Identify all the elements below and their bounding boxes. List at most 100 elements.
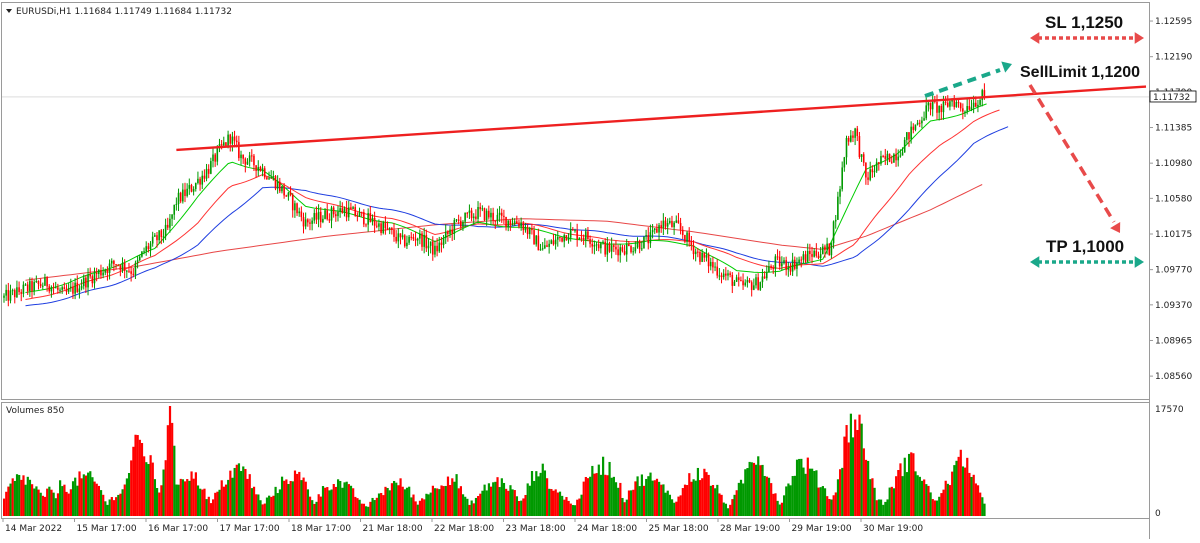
volume-bar [806,457,809,516]
chart-menu-triangle-icon[interactable] [6,9,12,13]
volume-bar [7,486,10,516]
candle-body [302,217,305,227]
volume-bar [819,487,822,516]
candle-body [388,227,391,229]
volume-bar [364,506,368,516]
volume-bar [593,473,596,516]
volume-bar [636,476,639,516]
candle-body [535,235,538,245]
candle-body [255,165,257,171]
sell-limit-arrow [924,68,1001,98]
tp-arrow-left-head-icon [1030,256,1040,268]
x-tick-label: 18 Mar 17:00 [291,524,351,534]
sl-label: SL 1,1250 [1045,13,1123,32]
candle-body [149,243,152,250]
candle-body [608,243,611,252]
volume-bar [207,496,210,516]
volume-bar [13,480,16,516]
volume-bar [401,486,404,516]
y-tick-label: 1.12190 [1155,53,1192,63]
candle-body [343,208,346,213]
volume-bar [339,480,342,516]
volume-bar [895,476,898,516]
candle-body [106,270,109,273]
volume-bar [821,486,824,516]
candle-body [576,230,578,240]
volume-bar [548,488,551,516]
candle-body [395,236,397,242]
volume-bar [95,483,98,516]
volume-bar [931,499,934,516]
volume-bar [541,463,544,516]
volume-bar [662,484,665,516]
candle-body [466,212,469,214]
volume-bar [442,486,445,516]
candle-body [839,189,841,197]
candle-body [475,216,477,219]
candle-body [781,263,783,267]
candle-body [126,270,128,272]
volume-bar [377,493,381,516]
volume-bar [750,462,753,516]
volume-bar [511,489,514,516]
volume-bar [574,505,577,516]
candle-body [610,245,613,252]
volume-bar [82,474,85,516]
volume-bar [705,472,708,516]
volume-bar [507,490,510,516]
volume-bar [119,493,122,516]
volume-bar [212,499,215,516]
volume-bar [123,484,126,516]
volume-bar [259,500,262,516]
volume-bar [802,467,805,516]
volume-bar [313,503,316,516]
volume-bar [948,485,952,516]
candle-body [341,208,344,213]
volume-bar [761,464,764,516]
volume-bar [739,479,743,516]
candle-body [382,222,385,233]
volume-bar [106,504,109,516]
y-tick-label: 1.10980 [1155,159,1192,169]
candle-body [285,195,288,197]
candle-body [800,259,803,261]
volume-bar [649,472,652,516]
x-tick-label: 21 Mar 18:00 [363,524,423,534]
candle-body [546,245,548,247]
candle-body [31,281,33,292]
candle-body [688,232,690,242]
volume-bar [946,483,949,516]
volume-bar [194,472,197,516]
volume-bar [63,484,66,516]
volume-bar [793,475,796,516]
candle-body [156,235,158,241]
candle-body [860,154,863,157]
candle-body [746,280,749,283]
volume-bar [143,456,146,516]
candle-body [276,181,279,189]
candle-body [753,285,755,290]
volume-bar [186,479,189,516]
candle-body [113,260,115,265]
candle-body [776,256,779,258]
candle-body [119,265,122,271]
candle-body [298,211,300,214]
volume-bar [300,480,303,516]
candle-body [141,251,143,257]
volume-bar [268,495,271,516]
candle-body [324,210,326,219]
volume-bar [410,497,413,516]
volume-bar [218,489,221,516]
volume-bar [390,483,394,516]
volume-bar [332,484,335,516]
volume-bar [500,478,503,516]
candle-body [492,212,494,221]
volume-bar [935,500,939,516]
candle-body [718,275,721,277]
candle-body [757,277,759,290]
candle-body [18,287,20,293]
candle-body [397,233,400,242]
volume-bar [509,485,512,516]
candle-body [862,154,865,163]
